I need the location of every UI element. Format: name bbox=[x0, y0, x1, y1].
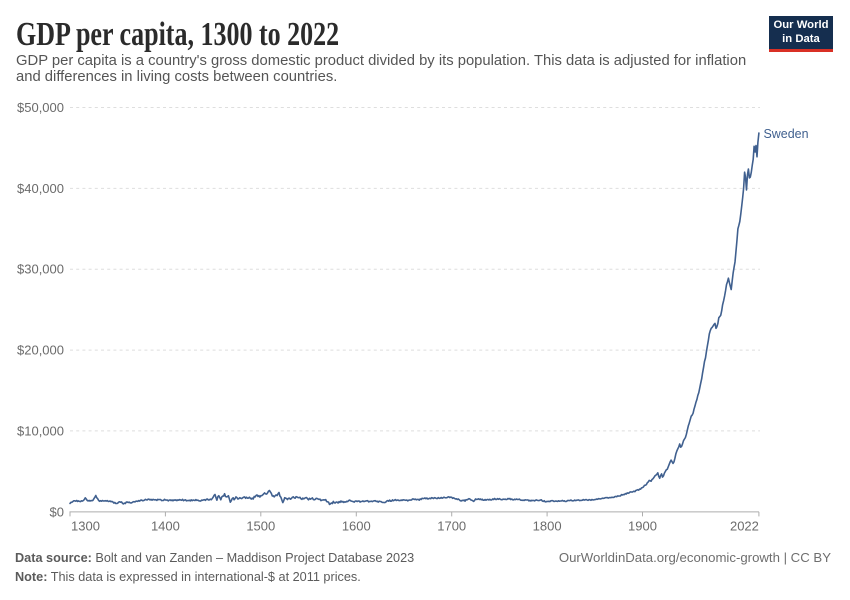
svg-text:1500: 1500 bbox=[246, 519, 275, 534]
svg-text:$40,000: $40,000 bbox=[17, 181, 64, 196]
svg-text:1600: 1600 bbox=[342, 519, 371, 534]
svg-text:1700: 1700 bbox=[437, 519, 466, 534]
svg-text:2022: 2022 bbox=[730, 519, 759, 534]
svg-text:$20,000: $20,000 bbox=[17, 343, 64, 358]
svg-text:1300: 1300 bbox=[71, 519, 100, 534]
svg-text:$10,000: $10,000 bbox=[17, 423, 64, 438]
svg-text:1900: 1900 bbox=[628, 519, 657, 534]
svg-text:Sweden: Sweden bbox=[764, 126, 809, 141]
svg-text:1800: 1800 bbox=[533, 519, 562, 534]
svg-text:$0: $0 bbox=[50, 504, 64, 519]
svg-text:$30,000: $30,000 bbox=[17, 262, 64, 277]
svg-text:1400: 1400 bbox=[151, 519, 180, 534]
svg-text:$50,000: $50,000 bbox=[17, 100, 64, 115]
